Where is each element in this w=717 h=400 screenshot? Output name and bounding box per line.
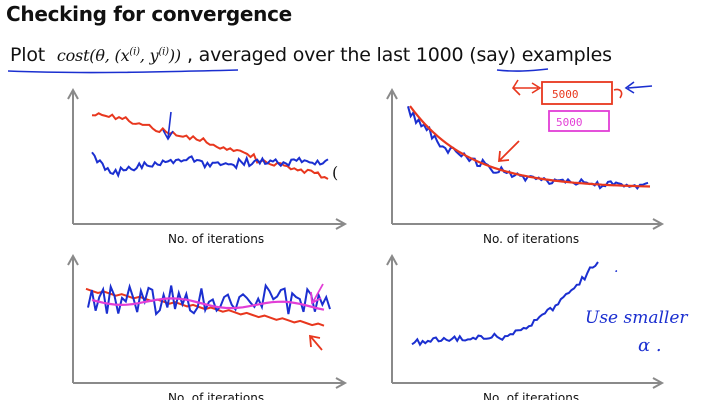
slide-title: Checking for convergence [6,2,292,26]
xlabel-top-left: No. of iterations [168,232,264,246]
xlabel-bottom-right: No. of iterations [483,391,579,400]
underline-plot-formula [7,69,239,74]
box-5000-bottom [548,110,610,132]
hook-right-5000 [613,88,623,99]
arrow-top-right-red [497,140,520,163]
arrow-left-5000 [511,79,542,96]
arrow-top-left-blue [162,111,174,141]
formula-sup-2: (i) [158,46,169,58]
axes-top-right [386,87,665,230]
bracket-mark: ( [332,163,338,182]
axes-bottom-right [386,253,665,389]
xlabel-top-right: No. of iterations [483,232,579,246]
arrow-bottom-left-magenta [310,283,324,305]
formula-mid: , y [139,46,159,65]
axes-bottom-left [67,253,348,389]
subtitle-tail: (say) examples [469,44,612,66]
formula-cost: cost(θ, (x [56,46,130,65]
subtitle-number: 1000 [415,44,464,66]
underline-1000 [496,68,549,72]
arrow-blue-5000 [624,81,653,94]
xlabel-bottom-left: No. of iterations [168,391,264,400]
note-alpha: α . [638,335,662,356]
curve-bottom-right-blue [411,261,599,347]
curve-top-right-red [409,105,651,188]
curve-bottom-left-blue [87,283,331,317]
curve-top-left-blue [91,151,329,179]
box-5000-top-text: 5000 [552,88,579,101]
axes-top-left [67,87,348,230]
formula-sup-1: (i) [129,46,140,58]
curve-bottom-left-magenta [91,297,325,311]
subtitle-after: , averaged over the last [186,44,411,66]
note-use-smaller: Use smaller [585,308,688,328]
arrow-bottom-left-red [308,334,323,351]
curve-top-left-red [91,112,329,180]
slide-subtitle: Plot cost(θ, (x(i), y(i))), averaged ove… [10,44,612,66]
cost-formula: cost(θ, (x(i), y(i))) [57,46,181,65]
dot-mark: . [614,260,618,276]
formula-end: )) [168,46,181,65]
box-5000-top [541,81,613,105]
subtitle-plot-word: Plot [10,44,46,66]
box-5000-bottom-text: 5000 [556,116,583,129]
